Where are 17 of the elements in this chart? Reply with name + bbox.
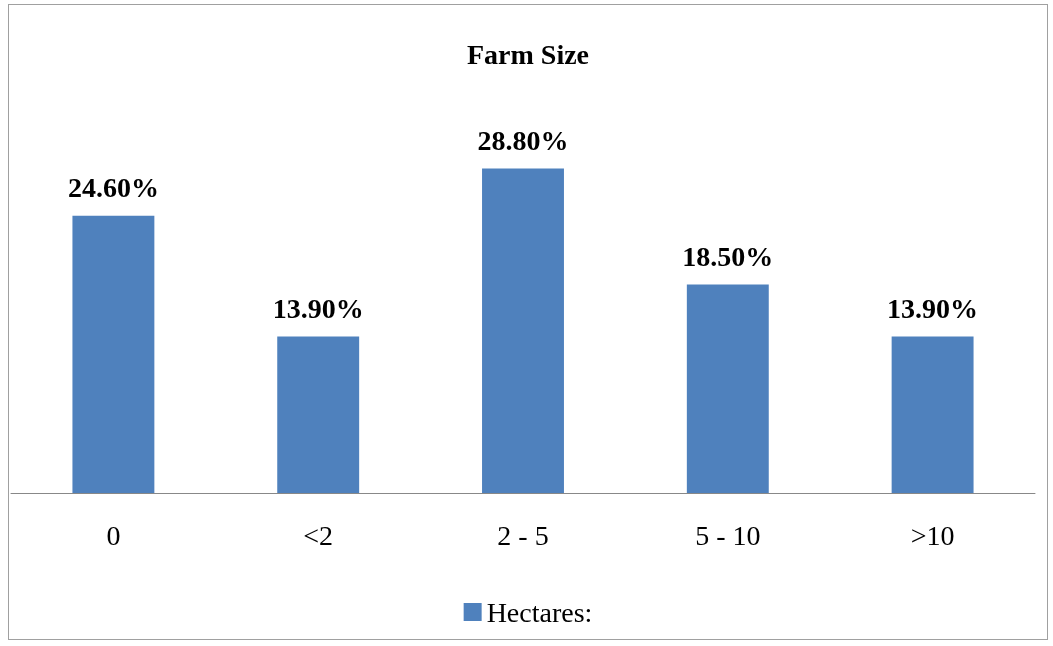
bar [482, 168, 564, 493]
data-label: 13.90% [272, 292, 364, 324]
bar [277, 336, 360, 493]
data-label: 24.60% [67, 172, 159, 204]
data-label: 18.50% [682, 241, 774, 273]
chart-title: Farm Size [466, 38, 590, 70]
legend-label: Hectares: [486, 596, 593, 628]
bar [686, 284, 769, 493]
x-tick-label: <2 [303, 519, 334, 551]
x-tick-label: 5 - 10 [695, 519, 761, 551]
data-label: 28.80% [477, 125, 569, 157]
x-tick-label: 2 - 5 [497, 519, 549, 551]
x-tick-label: 0 [106, 519, 121, 551]
bar [72, 215, 155, 493]
bar [891, 336, 974, 493]
data-label: 13.90% [887, 292, 979, 324]
x-tick-label: >10 [910, 519, 955, 551]
